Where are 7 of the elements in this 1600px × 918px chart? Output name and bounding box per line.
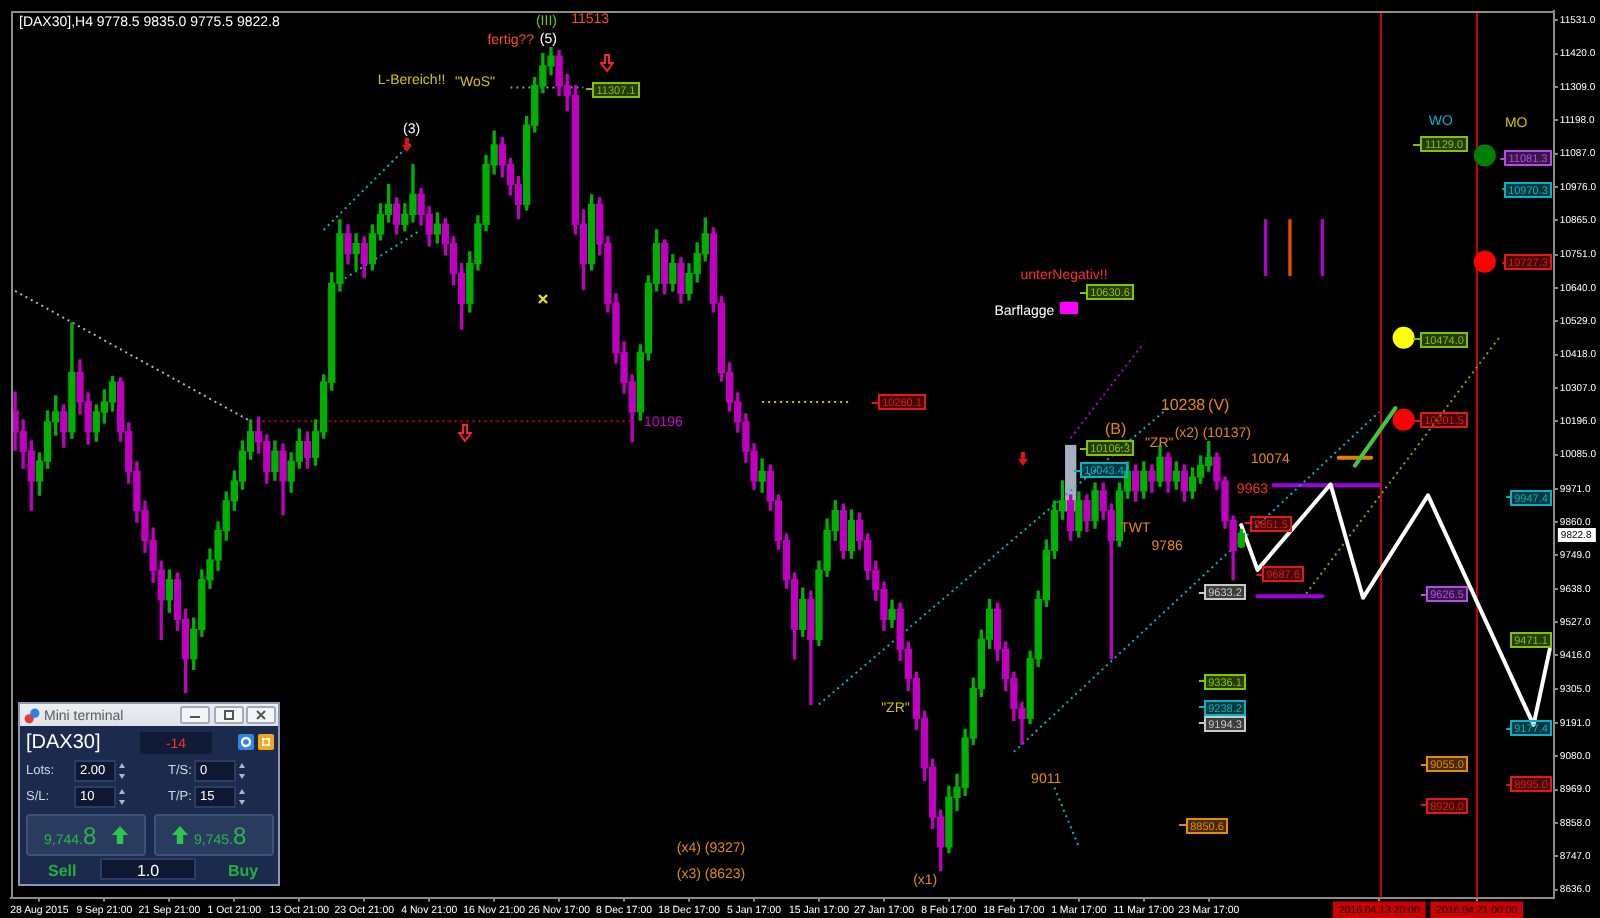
annotation: 10238: [1160, 396, 1207, 415]
annotation: Sell: [48, 862, 77, 882]
annotation: Buy: [228, 862, 259, 882]
annotation: (V): [1208, 396, 1231, 415]
input-field: 1.0: [100, 858, 196, 880]
annotation: [DAX30]: [26, 732, 101, 756]
annotation: (B): [1104, 419, 1127, 438]
